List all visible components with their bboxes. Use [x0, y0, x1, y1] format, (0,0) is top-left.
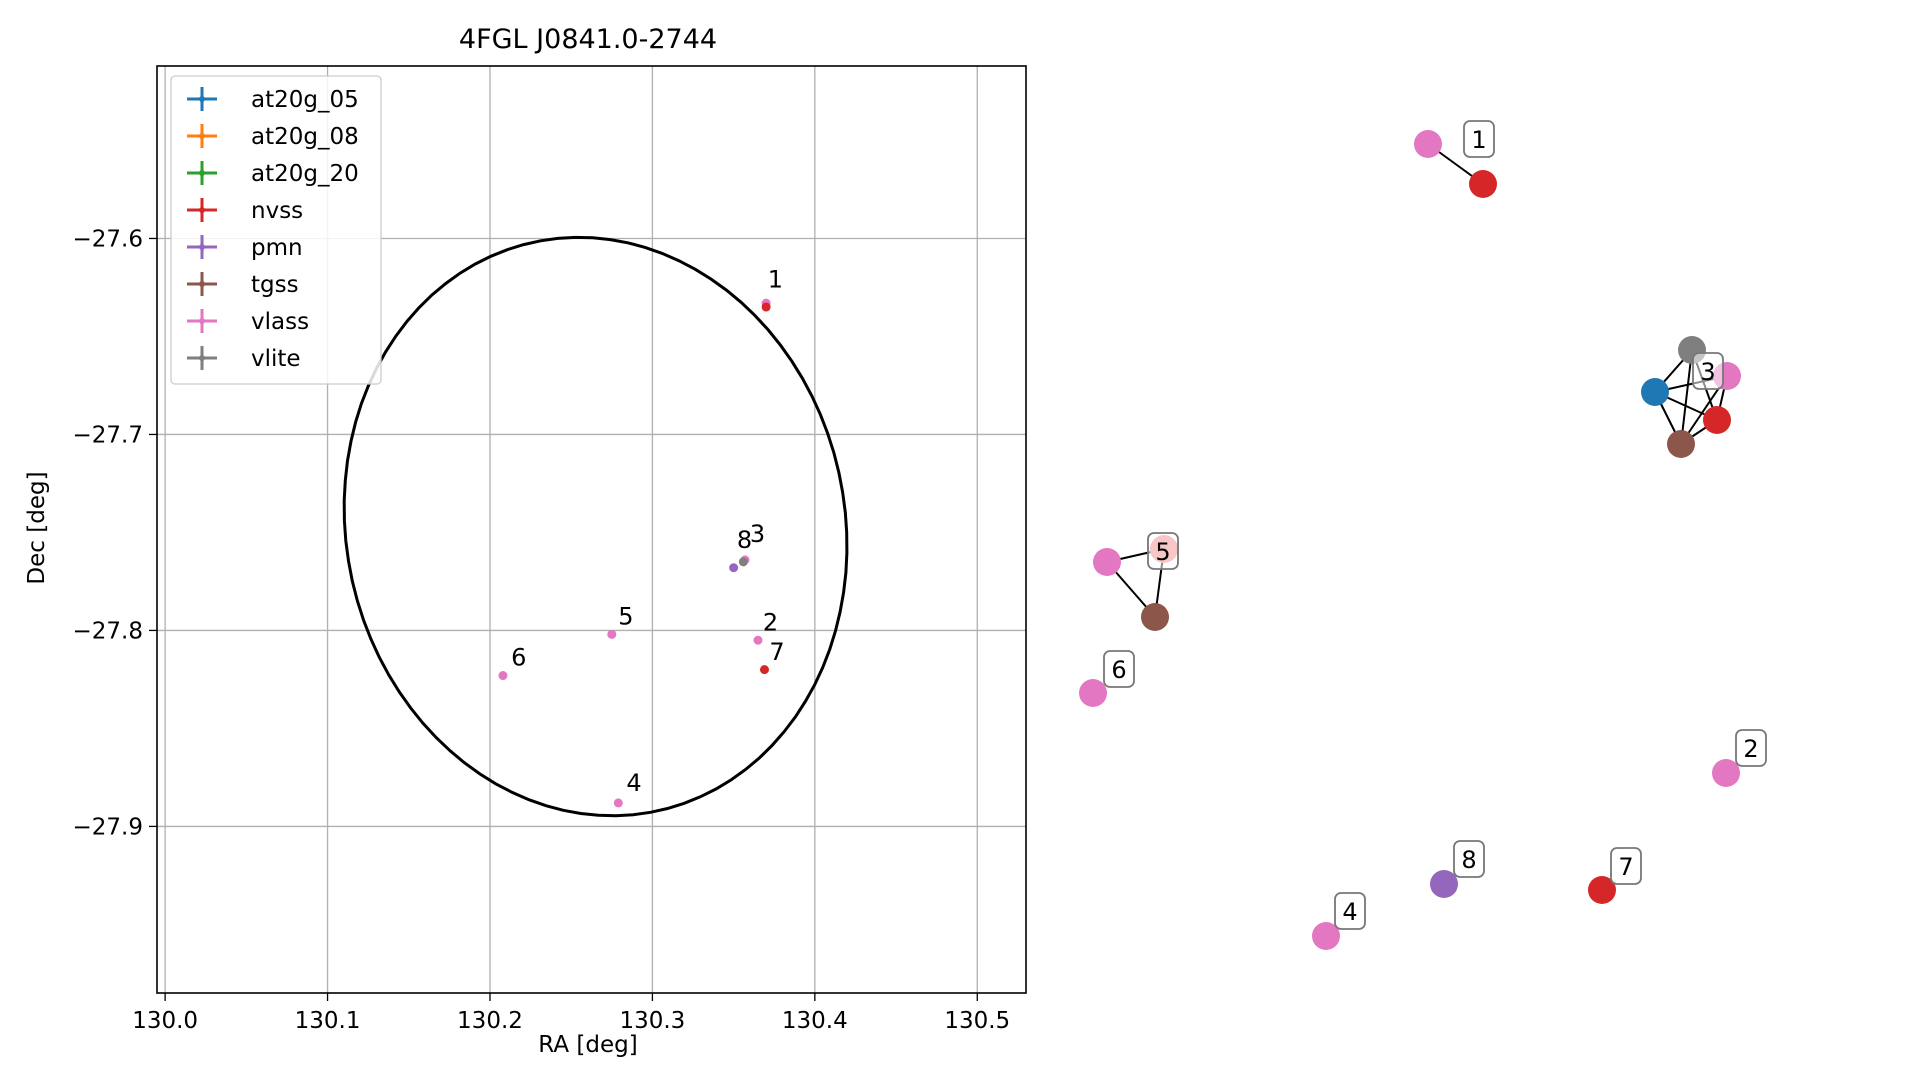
data-point-vlass	[613, 798, 623, 808]
legend-marker-dot	[199, 355, 205, 361]
network-node-nvss	[1703, 406, 1731, 434]
network-label-box	[1103, 650, 1135, 688]
x-tick-label: 130.5	[944, 1008, 1010, 1034]
plot-frame	[156, 65, 1027, 994]
legend-label: at20g_05	[251, 87, 359, 113]
network-node-pmn	[1430, 870, 1458, 898]
x-axis-ticks: 130.0 130.1 130.2 130.3 130.4 130.5	[132, 993, 1010, 1034]
legend-label: tgss	[251, 272, 299, 298]
network-label-box	[1610, 847, 1642, 885]
y-tick-label: −27.6	[73, 226, 143, 252]
y-axis-label: Dec [deg]	[24, 471, 50, 584]
chart-title: 4FGL J0841.0-2744	[459, 24, 717, 55]
network-label: 8	[1461, 846, 1476, 874]
network-node-tgss	[1667, 430, 1695, 458]
data-point-vlass	[607, 629, 617, 639]
legend-marker-dot	[199, 207, 205, 213]
point-label: 8	[737, 526, 752, 554]
point-label: 2	[763, 608, 778, 636]
legend-label: nvss	[251, 198, 303, 224]
point-label: 5	[618, 603, 633, 631]
network-label: 3	[1700, 358, 1715, 386]
legend-label: at20g_08	[251, 124, 359, 150]
network-edge	[1680, 349, 1693, 445]
legend-label: vlite	[251, 346, 301, 372]
data-point-nvss	[759, 665, 769, 675]
network-label: 6	[1111, 656, 1126, 684]
network-labels: 1 3 5 6 2 8 7 4	[1103, 120, 1767, 930]
network-label-box	[1147, 532, 1179, 570]
point-label: 1	[768, 265, 783, 293]
legend-label: vlass	[251, 309, 309, 335]
network-label: 4	[1342, 898, 1357, 926]
point-label: 4	[626, 769, 641, 797]
data-point-nvss	[761, 302, 771, 312]
x-tick-label: 130.1	[295, 1008, 361, 1034]
legend-marker-dot	[199, 96, 205, 102]
point-label: 7	[769, 638, 784, 666]
data-point-pmn	[729, 563, 739, 573]
point-labels: 1 83 5 27 6 4	[511, 265, 785, 797]
data-points	[498, 298, 771, 808]
network-node-at20g_05	[1641, 378, 1669, 406]
network-label: 2	[1743, 735, 1758, 763]
crossmatch-network: 1 3 5 6 2 8 7 4	[1079, 120, 1767, 950]
network-label: 5	[1155, 538, 1170, 566]
point-label: 3	[750, 520, 765, 548]
network-label-box	[1334, 892, 1366, 930]
network-node-vlass	[1079, 679, 1107, 707]
data-point-vlite	[738, 557, 748, 567]
network-node-vlass	[1712, 759, 1740, 787]
network-node-tgss	[1141, 603, 1169, 631]
legend-marker-dot	[199, 170, 205, 176]
x-axis-label: RA [deg]	[538, 1032, 637, 1058]
legend-marker-dot	[199, 133, 205, 139]
x-tick-label: 130.4	[782, 1008, 848, 1034]
y-tick-label: −27.7	[73, 422, 143, 448]
y-tick-label: −27.9	[73, 814, 143, 840]
legend-label: pmn	[251, 235, 303, 261]
legend-box	[170, 75, 382, 385]
x-tick-label: 130.0	[132, 1008, 198, 1034]
legend-marker-dot	[199, 244, 205, 250]
legend-marker-dot	[199, 281, 205, 287]
fov-ellipse	[342, 235, 849, 818]
network-label-box	[1735, 729, 1767, 767]
data-point-vlass	[498, 671, 508, 681]
network-label: 7	[1618, 853, 1633, 881]
network-label-box	[1453, 840, 1485, 878]
network-node-nvss	[1469, 170, 1497, 198]
legend-label: at20g_20	[251, 161, 359, 187]
network-node-vlass	[1414, 130, 1442, 158]
network-node-vlass	[1093, 548, 1121, 576]
x-tick-label: 130.2	[457, 1008, 523, 1034]
y-axis-ticks: −27.6 −27.7 −27.8 −27.9	[73, 226, 157, 840]
y-tick-label: −27.8	[73, 618, 143, 644]
network-node-vlass	[1312, 922, 1340, 950]
network-label: 1	[1471, 126, 1486, 154]
network-label-box	[1692, 352, 1724, 390]
legend-marker-dot	[199, 318, 205, 324]
data-point-vlass	[753, 635, 763, 645]
network-node-nvss	[1588, 876, 1616, 904]
x-tick-label: 130.3	[619, 1008, 685, 1034]
point-label: 6	[511, 644, 526, 672]
network-label-box	[1463, 120, 1495, 158]
